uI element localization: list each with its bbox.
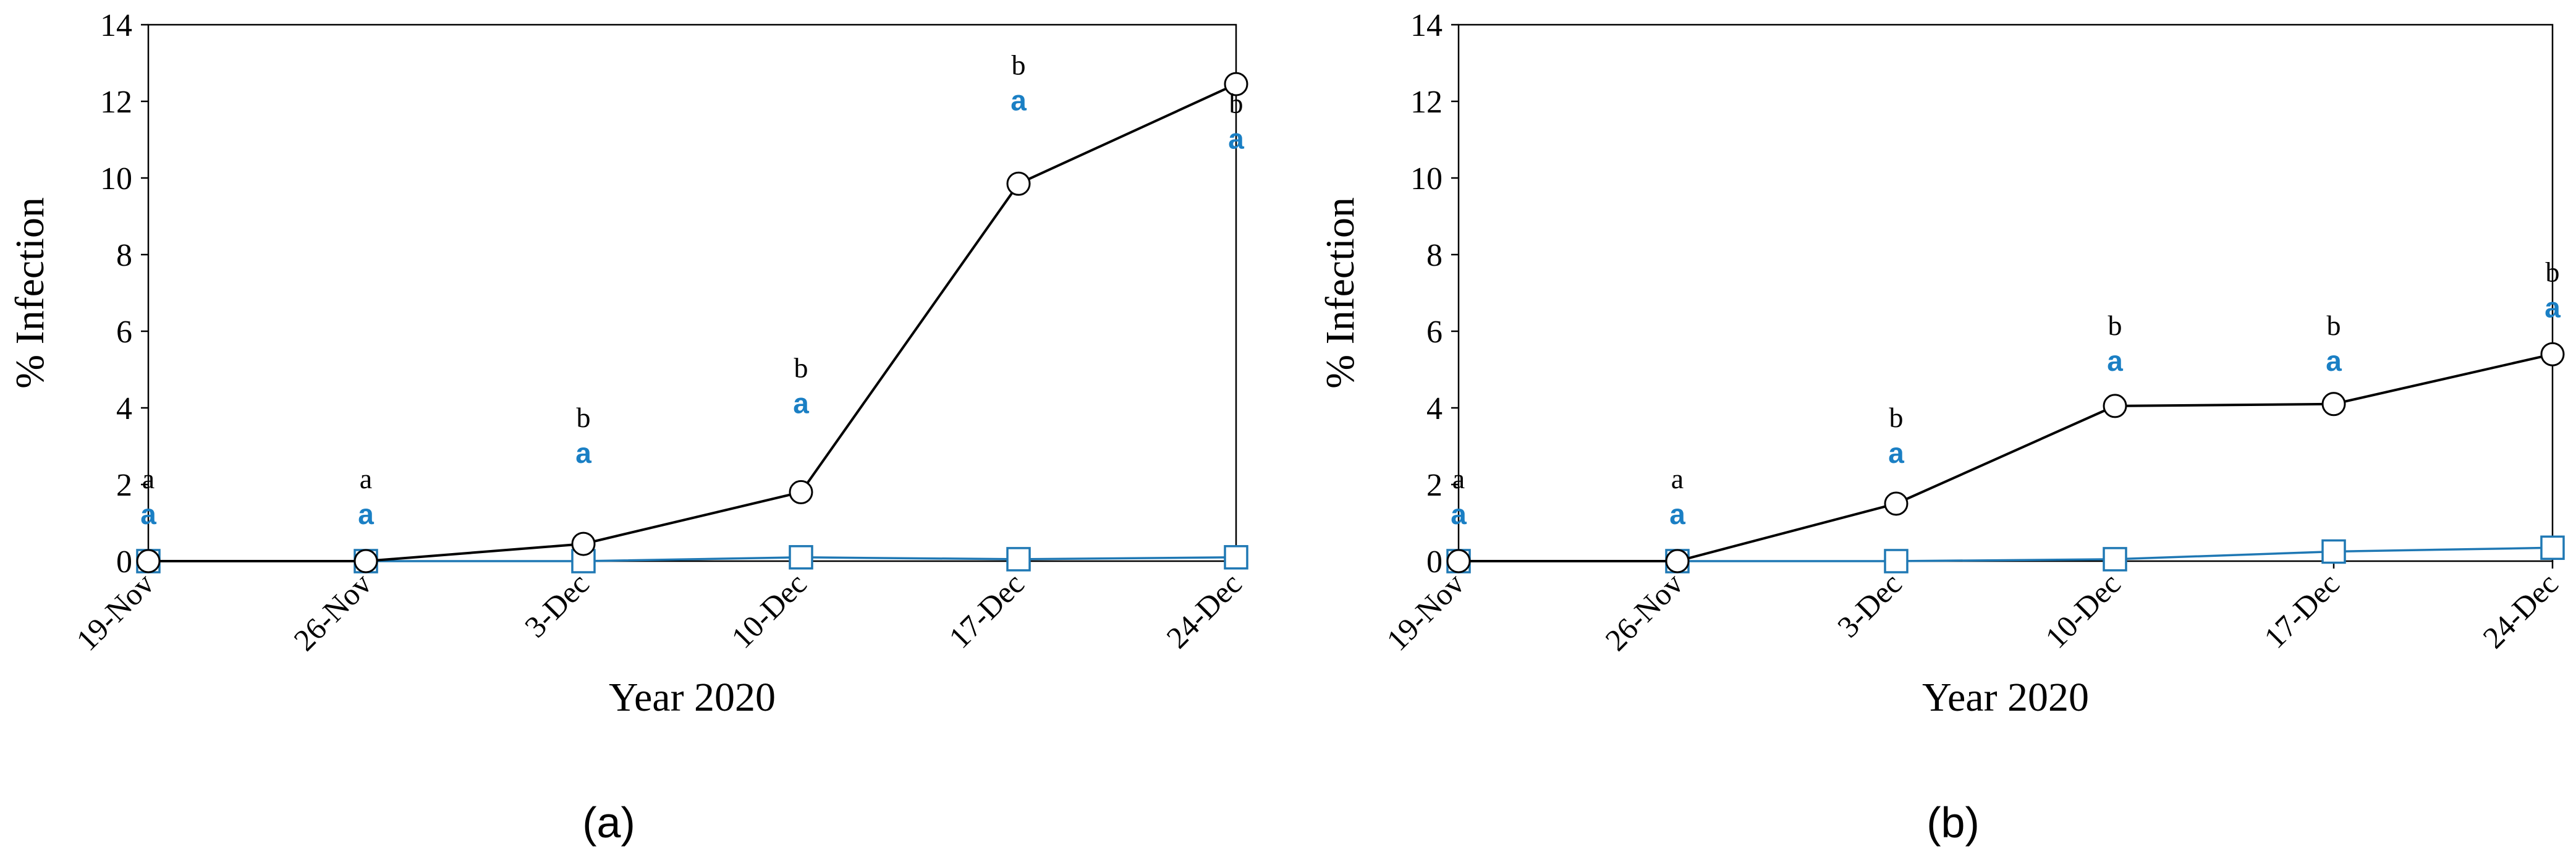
data-point-circle bbox=[2103, 394, 2127, 418]
panel-label: (a) bbox=[582, 798, 635, 847]
x-tick-label: 10-Dec bbox=[2038, 566, 2127, 655]
significance-letter-black: b bbox=[794, 352, 808, 383]
y-tick-label: 12 bbox=[1410, 85, 1443, 120]
series-line-circle bbox=[148, 83, 1237, 562]
plot-frame bbox=[147, 23, 1237, 562]
y-tick-label: 12 bbox=[100, 85, 132, 120]
y-tick-label: 0 bbox=[1426, 544, 1443, 580]
significance-letter-black: b bbox=[1889, 402, 1904, 433]
x-tick-label: 3-Dec bbox=[518, 566, 596, 644]
x-tick-label: 19-Nov bbox=[69, 566, 161, 658]
x-tick-label: 10-Dec bbox=[724, 566, 813, 655]
significance-letter-blue: a bbox=[1228, 123, 1244, 155]
data-point-circle bbox=[1665, 549, 1690, 573]
significance-letter-black: a bbox=[142, 463, 155, 494]
y-tick-label: 14 bbox=[100, 8, 132, 43]
y-tick-label: 4 bbox=[1426, 391, 1443, 426]
data-point-circle bbox=[571, 531, 596, 556]
x-axis-title: Year 2020 bbox=[609, 675, 776, 720]
data-point-circle bbox=[136, 549, 161, 573]
data-point-circle bbox=[1446, 549, 1471, 573]
data-point-square bbox=[2321, 539, 2346, 564]
x-tick-label: 17-Dec bbox=[942, 566, 1031, 655]
significance-letter-black: b bbox=[2546, 256, 2560, 287]
y-tick-label: 2 bbox=[116, 468, 132, 503]
data-point-square bbox=[2540, 535, 2565, 561]
y-tick-label: 14 bbox=[1410, 8, 1443, 43]
data-point-circle bbox=[354, 549, 378, 573]
significance-letter-blue: a bbox=[2107, 345, 2123, 377]
significance-letter-black: a bbox=[1452, 463, 1465, 494]
data-point-square bbox=[1884, 549, 1909, 573]
significance-letter-black: b bbox=[2108, 310, 2122, 341]
x-tick-label: 26-Nov bbox=[1598, 566, 1690, 658]
y-tick-label: 6 bbox=[1426, 315, 1443, 350]
x-tick-label: 24-Dec bbox=[1159, 566, 1248, 655]
y-tick-label: 8 bbox=[116, 238, 132, 273]
panel-label: (b) bbox=[1926, 798, 1980, 847]
y-axis-title: % Infection bbox=[1318, 197, 1363, 389]
y-tick-label: 0 bbox=[116, 544, 132, 580]
plot-frame bbox=[1457, 23, 2554, 562]
significance-letter-blue: a bbox=[1451, 498, 1467, 530]
significance-letter-blue: a bbox=[2326, 345, 2342, 377]
x-tick-label: 3-Dec bbox=[1831, 566, 1909, 644]
y-tick-label: 10 bbox=[1410, 161, 1443, 197]
chart-panel-a: 0 2 4 6 8 10 12 14 19-Nov 26-Nov 3-Dec 10-Dec 17-Dec… bbox=[7, 8, 1248, 847]
x-axis-title: Year 2020 bbox=[1922, 675, 2089, 720]
significance-letter-blue: a bbox=[1669, 498, 1685, 530]
significance-letter-blue: a bbox=[1010, 85, 1027, 117]
significance-letter-black: b bbox=[1012, 49, 1026, 81]
data-point-circle bbox=[2540, 342, 2565, 366]
y-tick-label: 8 bbox=[1426, 238, 1443, 273]
x-tick-label: 24-Dec bbox=[2476, 566, 2565, 655]
significance-letter-black: b bbox=[577, 402, 591, 433]
data-point-square bbox=[789, 545, 813, 570]
data-point-circle bbox=[1006, 171, 1031, 196]
significance-letter-black: a bbox=[1671, 463, 1684, 494]
data-point-square bbox=[2103, 547, 2127, 572]
significance-letter-blue: a bbox=[575, 437, 591, 469]
y-axis-title: % Infection bbox=[7, 197, 53, 389]
significance-letter-blue: a bbox=[358, 498, 374, 530]
y-tick-label: 2 bbox=[1426, 468, 1443, 503]
y-tick-label: 6 bbox=[116, 315, 132, 350]
chart-panel-b: 0 2 4 6 8 10 12 14 19-Nov 26-Nov 3-Dec 10-Dec 17-Dec… bbox=[1318, 8, 2565, 847]
data-point-circle bbox=[2321, 392, 2346, 417]
series-line-square bbox=[1459, 546, 2553, 562]
significance-letter-blue: a bbox=[140, 498, 156, 530]
significance-letter-black: b bbox=[2327, 310, 2341, 341]
y-tick-label: 4 bbox=[116, 391, 132, 426]
x-tick-label: 19-Nov bbox=[1379, 566, 1471, 658]
data-point-square bbox=[1006, 547, 1031, 572]
significance-letter-blue: a bbox=[2544, 291, 2561, 323]
data-point-circle bbox=[1224, 72, 1248, 96]
significance-letter-blue: a bbox=[1888, 437, 1904, 469]
significance-letter-blue: a bbox=[793, 387, 809, 419]
significance-letter-black: a bbox=[360, 463, 372, 494]
data-point-square bbox=[1224, 545, 1248, 570]
x-tick-label: 17-Dec bbox=[2257, 566, 2346, 655]
y-tick-label: 10 bbox=[100, 161, 132, 197]
significance-letter-black: b bbox=[1229, 88, 1244, 119]
data-point-circle bbox=[789, 480, 813, 504]
series-line-circle bbox=[1459, 353, 2553, 562]
data-point-circle bbox=[1884, 491, 1909, 516]
x-tick-label: 26-Nov bbox=[287, 566, 378, 658]
